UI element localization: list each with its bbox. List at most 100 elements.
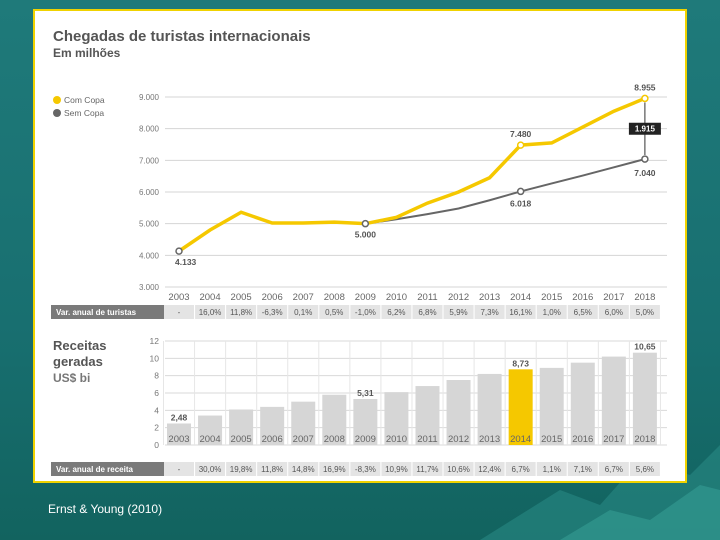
bar-y-tick-label: 12 — [150, 336, 160, 346]
growth-cell-bg — [412, 462, 443, 476]
growth-cell-value: 5,6% — [636, 465, 654, 474]
growth-cell-value: 6,5% — [574, 308, 592, 317]
bar-year-label: 2018 — [634, 434, 655, 445]
annotation-label: 5.000 — [355, 230, 377, 240]
growth-cell-value: 19,8% — [230, 465, 253, 474]
bar-year-label: 2010 — [386, 434, 407, 445]
growth-cell-bg — [505, 305, 536, 319]
line-chart-series — [178, 96, 646, 253]
arrivals-subtitle: Em milhões — [53, 46, 121, 60]
growth-cell-bg — [319, 462, 350, 476]
revenue-bar-2015 — [539, 367, 564, 445]
growth-cell-value: -1,0% — [355, 308, 376, 317]
growth-cell-value: 1,0% — [543, 308, 561, 317]
source-note: Ernst & Young (2010) — [48, 502, 163, 516]
bar-y-tick-label: 6 — [154, 388, 159, 398]
annotation-marker — [516, 187, 525, 196]
bar-y-tick-label: 4 — [154, 405, 159, 415]
year-tick-label: 2014 — [510, 292, 531, 303]
chart-frame: Chegadas de turistas internacionais Em m… — [33, 9, 687, 483]
growth-cell-value: 1,1% — [543, 465, 561, 474]
bar-year-label: 2013 — [479, 434, 500, 445]
line-y-tick-label: 8.000 — [139, 125, 160, 134]
growth-cell-value: 11,7% — [416, 465, 438, 474]
annotation-label: 6.018 — [510, 198, 532, 208]
growth-cell-bg — [412, 305, 443, 319]
revenue-bar-2012 — [446, 380, 471, 445]
line-y-tick-label: 6.000 — [139, 188, 160, 197]
year-tick-label: 2016 — [572, 292, 593, 303]
bar-data-label: 8,73 — [512, 358, 529, 368]
legend-with-cup-label: Com Copa — [64, 95, 105, 105]
growth-cell-bg — [536, 462, 567, 476]
revenue-bar-2018 — [632, 352, 657, 445]
annotation-marker — [641, 94, 649, 103]
tourism-chart: Chegadas de turistas internacionais Em m… — [51, 28, 667, 476]
annotation-label: 8.955 — [634, 82, 656, 92]
annotation-label: 7.480 — [510, 129, 532, 139]
growth-cell-bg — [257, 462, 288, 476]
growth-cell-bg — [474, 462, 505, 476]
bar-data-label: 5,31 — [357, 388, 374, 398]
growth-cell-bg — [257, 305, 288, 319]
line-chart-annotations: 4.133 5.000 7.480 6.018 8.955 7.040 — [175, 82, 656, 267]
growth-cell-bg — [629, 305, 660, 319]
legend-without-cup-marker — [53, 109, 61, 117]
difference-label: 1.915 — [635, 125, 656, 134]
bar-y-tick-label: 8 — [154, 371, 159, 381]
bar-y-tick-label: 2 — [154, 423, 159, 433]
revenue-unit: US$ bi — [53, 371, 90, 385]
year-tick-label: 2006 — [262, 292, 283, 303]
growth-cell-bg — [443, 462, 474, 476]
revenue-bar-2003 — [167, 423, 191, 445]
bar-chart-data-labels: 2,48 5,31 8,73 10,65 2003 2004 2005 2006 2007 200… — [168, 342, 655, 445]
annotation-marker — [641, 155, 649, 163]
growth-cell-value: 6,2% — [387, 308, 405, 317]
growth-cell-value: 10,9% — [385, 465, 408, 474]
bar-year-label: 2016 — [572, 434, 593, 445]
annotation-marker — [516, 141, 525, 149]
year-tick-label: 2005 — [231, 292, 252, 303]
year-tick-label: 2007 — [293, 292, 314, 303]
legend-with-cup-marker — [53, 96, 61, 104]
tourist-growth-row: Var. anual de turistas - 16,0% 11,8% -6,3% 0,… — [51, 305, 660, 319]
growth-cell-value: 0,5% — [325, 308, 343, 317]
line-chart-y-ticks: 3.000 4.000 5.000 6.000 7.000 8.000 9.000 — [139, 93, 160, 292]
revenue-bar-2014 — [508, 369, 533, 445]
bar-y-tick-label: 0 — [154, 440, 159, 450]
growth-row-label-bg — [51, 462, 169, 476]
revenue-bar-2017 — [601, 356, 626, 445]
revenue-growth-row: Var. anual de receita - 30,0% 19,8% 11,8% 14,… — [51, 462, 660, 476]
growth-cell-bg — [195, 305, 226, 319]
year-tick-label: 2015 — [541, 292, 562, 303]
growth-cell-value: 6,7% — [605, 465, 623, 474]
revenue-bar-2007 — [291, 401, 316, 445]
revenue-title-line-2: geradas — [53, 354, 103, 369]
growth-cell-bg — [567, 462, 598, 476]
year-tick-label: 2004 — [199, 292, 220, 303]
growth-cell-bg — [598, 462, 629, 476]
revenue-bar-2013 — [477, 373, 502, 445]
annotation-marker — [361, 219, 370, 228]
revenue-bar-2008 — [322, 394, 347, 445]
growth-cell-value: 6,8% — [418, 308, 436, 317]
growth-cell-value: 0,1% — [294, 308, 312, 317]
growth-cell-bg — [350, 462, 381, 476]
growth-cell-bg — [319, 305, 350, 319]
growth-cell-value: - — [178, 465, 181, 474]
revenue-bar-2011 — [415, 386, 440, 445]
x-axis-years: 2003 2004 2005 2006 2007 2008 2009 2010 2011 2012… — [168, 292, 655, 303]
line-y-tick-label: 9.000 — [139, 93, 160, 102]
growth-cell-value: 7,3% — [480, 308, 498, 317]
bar-year-label: 2007 — [293, 434, 314, 445]
revenue-title-line-1: Receitas — [53, 338, 106, 353]
year-tick-label: 2017 — [603, 292, 624, 303]
growth-cell-value: 7,1% — [574, 465, 592, 474]
year-tick-label: 2018 — [634, 292, 655, 303]
series-line-sem-copa — [178, 158, 646, 252]
year-tick-label: 2013 — [479, 292, 500, 303]
revenue-bar-2010 — [384, 392, 409, 445]
growth-cell-bg — [598, 305, 629, 319]
growth-row-label: Var. anual de receita — [56, 465, 133, 474]
bar-year-label: 2011 — [417, 434, 437, 445]
